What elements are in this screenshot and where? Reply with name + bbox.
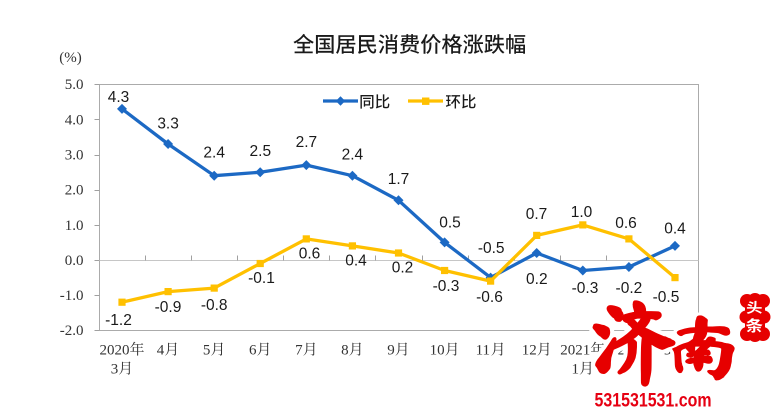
svg-text:0.4: 0.4 bbox=[664, 220, 686, 237]
svg-text:0.0: 0.0 bbox=[65, 253, 84, 269]
svg-text:2.0: 2.0 bbox=[65, 183, 84, 199]
svg-text:-0.6: -0.6 bbox=[476, 289, 503, 306]
svg-text:1.0: 1.0 bbox=[65, 218, 84, 234]
svg-text:3.0: 3.0 bbox=[65, 148, 84, 164]
svg-text:0.2: 0.2 bbox=[526, 271, 548, 288]
svg-text:(%): (%) bbox=[59, 50, 82, 66]
svg-text:5: 5 bbox=[203, 343, 211, 359]
svg-text:0.5: 0.5 bbox=[439, 214, 461, 231]
svg-text:11: 11 bbox=[476, 343, 490, 359]
svg-text:2020: 2020 bbox=[100, 343, 130, 359]
svg-text:-0.3: -0.3 bbox=[572, 280, 599, 297]
svg-text:2021: 2021 bbox=[560, 343, 590, 359]
svg-text:7: 7 bbox=[295, 343, 303, 359]
svg-text:-0.2: -0.2 bbox=[616, 280, 643, 297]
svg-text:2.7: 2.7 bbox=[296, 134, 318, 151]
svg-text:8: 8 bbox=[341, 343, 349, 359]
svg-text:10: 10 bbox=[430, 343, 445, 359]
svg-text:4: 4 bbox=[157, 343, 165, 359]
svg-text:-1.0: -1.0 bbox=[60, 288, 84, 304]
svg-text:531531531.com: 531531531.com bbox=[595, 391, 712, 412]
svg-text:1: 1 bbox=[572, 362, 580, 378]
svg-text:0.2: 0.2 bbox=[392, 259, 414, 276]
svg-text:0.6: 0.6 bbox=[615, 215, 637, 232]
svg-text:0.7: 0.7 bbox=[526, 206, 548, 223]
svg-text:1.0: 1.0 bbox=[571, 204, 593, 221]
svg-text:4.3: 4.3 bbox=[108, 89, 130, 106]
svg-text:-1.2: -1.2 bbox=[105, 312, 132, 329]
svg-text:-0.5: -0.5 bbox=[653, 289, 680, 306]
svg-text:1.7: 1.7 bbox=[388, 171, 410, 188]
svg-text:-0.1: -0.1 bbox=[248, 270, 275, 287]
svg-text:-0.5: -0.5 bbox=[478, 240, 505, 257]
svg-text:2.4: 2.4 bbox=[342, 147, 364, 164]
svg-text:0.6: 0.6 bbox=[299, 245, 321, 262]
svg-text:0.4: 0.4 bbox=[345, 252, 367, 269]
svg-text:2.4: 2.4 bbox=[203, 144, 225, 161]
svg-text:-2.0: -2.0 bbox=[60, 323, 84, 339]
svg-text:5.0: 5.0 bbox=[65, 77, 84, 93]
svg-text:9: 9 bbox=[387, 343, 395, 359]
svg-text:-0.9: -0.9 bbox=[155, 299, 182, 316]
svg-text:-0.8: -0.8 bbox=[201, 297, 228, 314]
svg-text:12: 12 bbox=[522, 343, 537, 359]
svg-text:3: 3 bbox=[111, 362, 119, 378]
svg-text:2.5: 2.5 bbox=[250, 143, 272, 160]
svg-text:3.3: 3.3 bbox=[157, 115, 179, 132]
svg-text:-0.3: -0.3 bbox=[433, 278, 460, 295]
svg-text:6: 6 bbox=[249, 343, 257, 359]
svg-text:4.0: 4.0 bbox=[65, 112, 84, 128]
